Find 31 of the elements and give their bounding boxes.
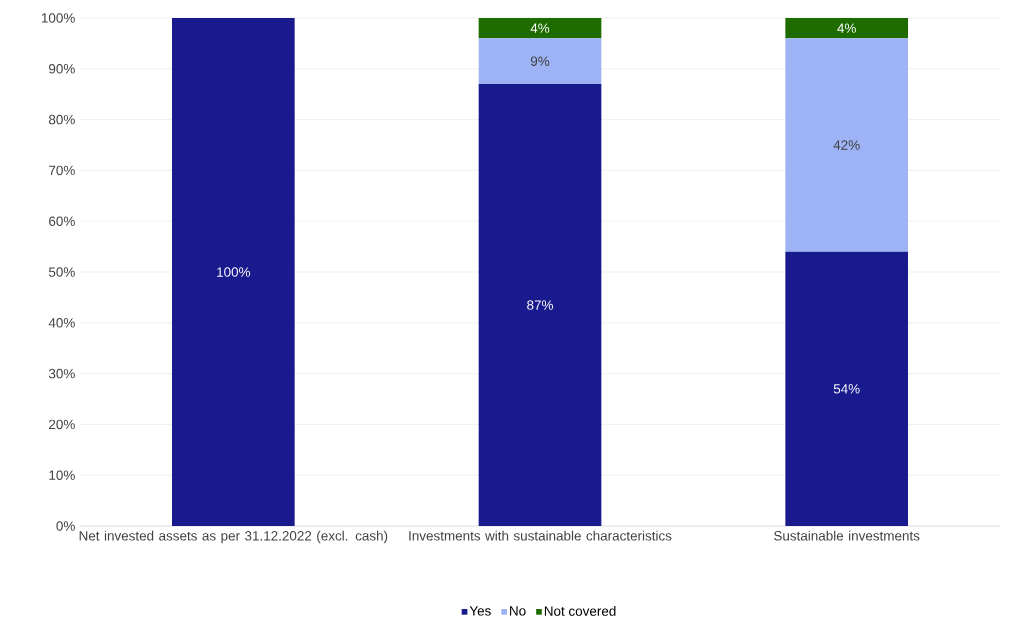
bar (478, 17, 602, 39)
data-label: 4% (530, 23, 550, 33)
x-tick-label: Net invested assets as per 31.12.2022 (excl. cash) (79, 530, 388, 544)
y-tick-label: 30% (48, 368, 75, 379)
data-label: 9% (530, 56, 550, 66)
y-tick-label: 0% (56, 521, 75, 531)
y-tick-label: 60% (49, 216, 75, 226)
data-label: 87% (527, 300, 553, 310)
bar (785, 251, 909, 526)
y-tick-label: 20% (49, 419, 75, 430)
y-tick-label: 10% (49, 470, 75, 480)
x-tick-label: Sustainable investments (774, 530, 920, 541)
x-tick-label: Investments with sustainable characteristics (409, 530, 672, 541)
legend-label: No (510, 606, 526, 616)
data-label: 42% (833, 140, 860, 150)
data-label: 100% (217, 267, 251, 277)
bar (785, 17, 909, 39)
legend-label: Yes (469, 606, 491, 616)
y-tick-label: 90% (49, 64, 75, 74)
y-tick-label: 70% (49, 165, 75, 176)
data-label: 54% (833, 384, 860, 394)
bar (478, 38, 602, 85)
data-label: 4% (837, 23, 856, 33)
y-tick-label: 50% (48, 267, 75, 277)
bar (478, 84, 602, 526)
y-tick-label: 100% (41, 13, 75, 23)
bar (785, 38, 909, 252)
bar (172, 17, 295, 526)
y-tick-label: 80% (48, 114, 75, 125)
legend-label: Not covered (544, 605, 616, 616)
y-tick-label: 40% (48, 318, 75, 328)
